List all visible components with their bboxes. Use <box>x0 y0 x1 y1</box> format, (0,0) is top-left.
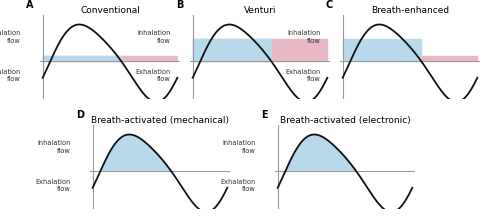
Text: Exhalation
flow: Exhalation flow <box>0 69 20 82</box>
Text: Inhalation
flow: Inhalation flow <box>137 30 170 44</box>
Title: Conventional: Conventional <box>80 6 140 15</box>
Text: Inhalation
flow: Inhalation flow <box>37 140 70 154</box>
Text: D: D <box>76 110 84 120</box>
Text: Inhalation
flow: Inhalation flow <box>0 30 20 44</box>
Text: E: E <box>261 110 268 120</box>
Title: Breath-enhanced: Breath-enhanced <box>371 6 449 15</box>
Title: Breath-activated (electronic): Breath-activated (electronic) <box>280 116 410 125</box>
Title: Breath-activated (mechanical): Breath-activated (mechanical) <box>91 116 229 125</box>
Text: Exhalation
flow: Exhalation flow <box>285 69 320 82</box>
Text: Inhalation
flow: Inhalation flow <box>222 140 256 154</box>
Text: C: C <box>326 0 333 10</box>
Text: Exhalation
flow: Exhalation flow <box>135 69 170 82</box>
Text: Inhalation
flow: Inhalation flow <box>287 30 320 44</box>
Text: B: B <box>176 0 184 10</box>
Text: Exhalation
flow: Exhalation flow <box>35 179 70 192</box>
Text: Exhalation
flow: Exhalation flow <box>220 179 256 192</box>
Text: A: A <box>26 0 34 10</box>
Title: Venturi: Venturi <box>244 6 276 15</box>
